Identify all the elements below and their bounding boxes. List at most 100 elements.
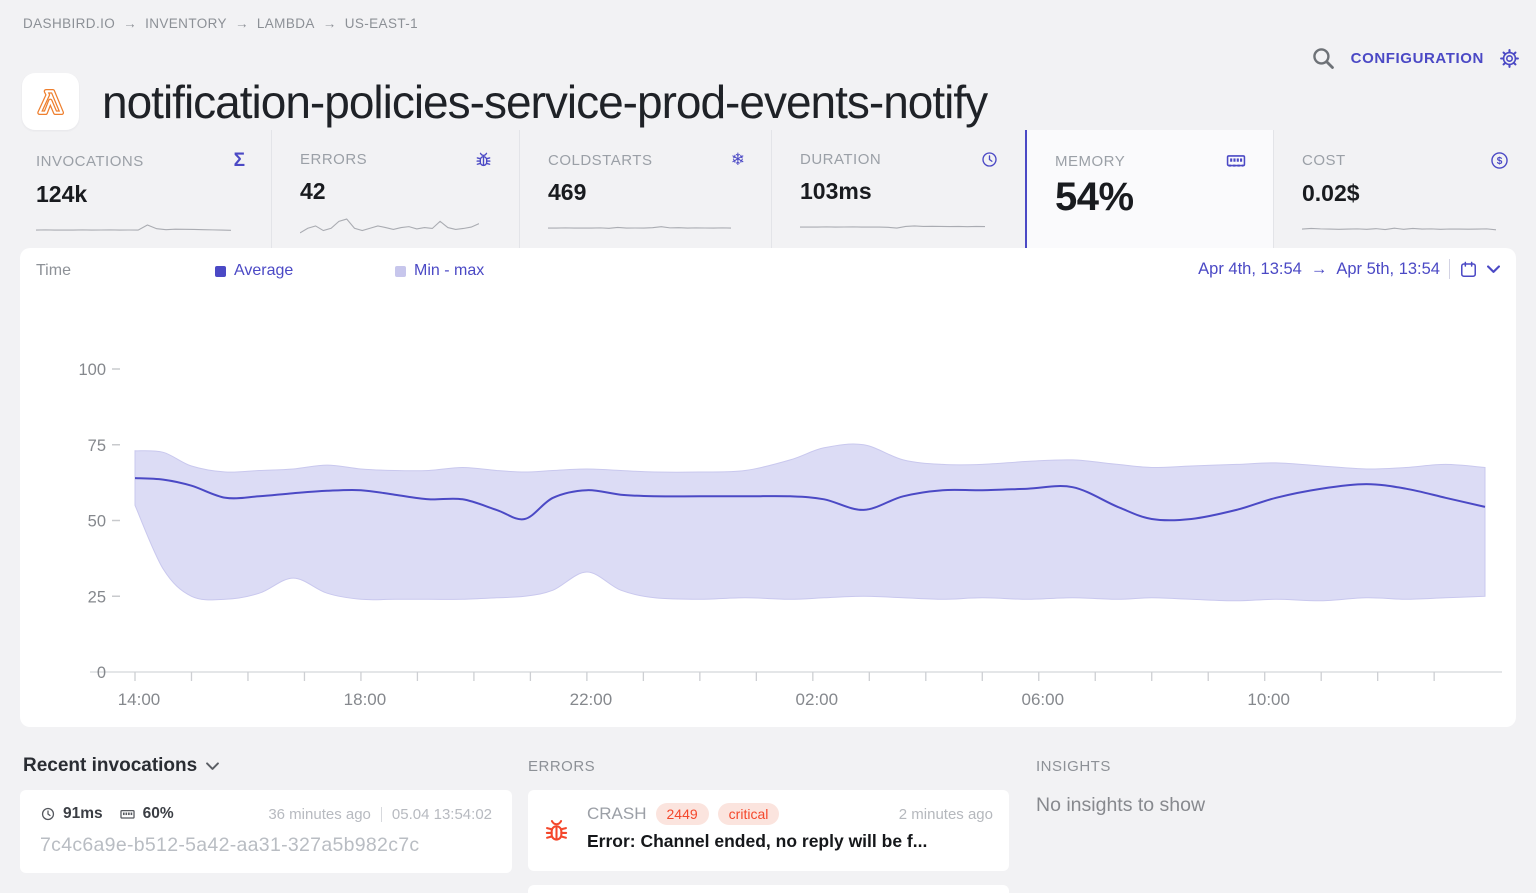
metric-label: ERRORS bbox=[300, 151, 368, 168]
sparkline bbox=[300, 213, 479, 237]
minmax-swatch bbox=[395, 265, 406, 277]
svg-text:0: 0 bbox=[97, 664, 106, 682]
snowflake-icon: ❄ bbox=[730, 150, 745, 169]
invocation-times: 36 minutes ago 05.04 13:54:02 bbox=[268, 806, 492, 823]
svg-text:50: 50 bbox=[88, 513, 106, 531]
metric-card-duration[interactable]: DURATION 103ms bbox=[772, 130, 1025, 248]
bug-icon bbox=[474, 150, 493, 169]
clock-icon bbox=[980, 150, 999, 169]
breadcrumb-separator: → bbox=[123, 16, 138, 31]
memory-chip-icon bbox=[1225, 150, 1247, 172]
metric-value: 42 bbox=[300, 178, 326, 204]
recent-invocations-section: Recent invocations 91ms 60% 36 minutes a… bbox=[20, 755, 512, 873]
invocation-memory: 60% bbox=[119, 805, 174, 823]
chevron-down-icon[interactable] bbox=[1487, 264, 1500, 274]
metric-value: 124k bbox=[36, 181, 88, 207]
average-swatch bbox=[215, 265, 226, 277]
date-range-picker[interactable]: Apr 4th, 13:54 → Apr 5th, 13:54 bbox=[1198, 259, 1500, 279]
svg-text:14:00: 14:00 bbox=[118, 690, 161, 709]
calendar-icon[interactable] bbox=[1459, 260, 1478, 279]
range-arrow: → bbox=[1310, 259, 1328, 278]
breadcrumb-item-region[interactable]: US-EAST-1 bbox=[344, 16, 419, 31]
error-severity-badge: critical bbox=[717, 803, 780, 825]
recent-invocations-dropdown[interactable]: Recent invocations bbox=[23, 755, 512, 777]
svg-text:06:00: 06:00 bbox=[1021, 690, 1064, 709]
errors-section-title: ERRORS bbox=[528, 758, 596, 775]
metric-label: MEMORY bbox=[1055, 152, 1126, 170]
sparkline bbox=[548, 214, 731, 238]
insights-section: INSIGHTS No insights to show bbox=[1036, 758, 1516, 817]
metric-card-coldstarts[interactable]: COLDSTARTS ❄ 469 bbox=[520, 130, 772, 248]
metric-chart-card: Time Average Min - max Apr 4th, 13:54 → … bbox=[20, 248, 1516, 727]
relative-time: 36 minutes ago bbox=[268, 805, 371, 823]
page-title: notification-policies-service-prod-event… bbox=[102, 75, 988, 128]
invocation-duration: 91ms bbox=[40, 805, 103, 823]
timestamp: 05.04 13:54:02 bbox=[391, 805, 492, 823]
error-row[interactable]: CRASH 2449 critical 2 minutes ago Error:… bbox=[528, 790, 1009, 871]
sparkline bbox=[1302, 215, 1496, 239]
legend-minmax-label: Min - max bbox=[414, 262, 485, 279]
chevron-down-icon bbox=[206, 761, 220, 770]
memory-utilisation-chart: 0 25 50 75 100 14:00 18:00 22:00 02:00 06:00 10:00 bbox=[78, 361, 1502, 709]
metric-value: 469 bbox=[548, 179, 587, 205]
errors-section: ERRORS CRASH 2449 critical 2 minutes ago… bbox=[528, 758, 1009, 893]
search-icon[interactable] bbox=[1311, 46, 1336, 71]
svg-text:100: 100 bbox=[78, 361, 106, 379]
title-row: notification-policies-service-prod-event… bbox=[22, 44, 988, 160]
invocation-row[interactable]: 91ms 60% 36 minutes ago 05.04 13:54:02 7… bbox=[20, 790, 512, 873]
error-relative-time: 2 minutes ago bbox=[898, 805, 993, 823]
gear-icon[interactable] bbox=[1499, 48, 1520, 69]
svg-text:02:00: 02:00 bbox=[796, 690, 839, 709]
metric-card-cost[interactable]: COST $ 0.02$ bbox=[1274, 130, 1536, 248]
metric-label: DURATION bbox=[800, 151, 882, 168]
range-start: Apr 4th, 13:54 bbox=[1198, 259, 1302, 278]
insights-empty-message: No insights to show bbox=[1036, 794, 1206, 816]
metric-card-invocations[interactable]: INVOCATIONS Σ 124k bbox=[0, 130, 272, 248]
metric-card-errors[interactable]: ERRORS 42 bbox=[272, 130, 520, 248]
svg-text:25: 25 bbox=[88, 588, 106, 606]
configuration-link[interactable]: CONFIGURATION bbox=[1350, 50, 1484, 67]
legend-average-label: Average bbox=[234, 262, 294, 279]
metric-card-memory[interactable]: MEMORY 54% bbox=[1025, 130, 1274, 248]
error-count-badge: 2449 bbox=[655, 803, 709, 825]
duration-value: 91ms bbox=[63, 805, 103, 822]
breadcrumb-item-lambda[interactable]: LAMBDA bbox=[256, 16, 315, 31]
aws-lambda-icon bbox=[22, 73, 79, 131]
metric-label: INVOCATIONS bbox=[36, 152, 144, 170]
svg-text:18:00: 18:00 bbox=[344, 690, 387, 709]
metric-cards-row: INVOCATIONS Σ 124k ERRORS 42 COLDSTARTS bbox=[0, 130, 1536, 248]
error-type: CRASH bbox=[587, 804, 647, 823]
range-divider bbox=[1449, 259, 1450, 279]
divider bbox=[380, 806, 382, 822]
sparkline bbox=[36, 216, 231, 240]
breadcrumb-item-dashbird[interactable]: DASHBIRD.IO bbox=[23, 16, 116, 31]
svg-text:75: 75 bbox=[88, 437, 106, 455]
sparkline bbox=[800, 213, 985, 237]
metric-value: 54% bbox=[1055, 175, 1134, 219]
breadcrumb-separator: → bbox=[322, 16, 337, 31]
memory-value: 60% bbox=[142, 805, 174, 822]
request-id: 7c4c6a9e-b512-5a42-aa31-327a5b982c7c bbox=[40, 834, 420, 856]
next-error-row-peek bbox=[528, 885, 1009, 893]
time-axis-label: Time bbox=[36, 262, 71, 279]
metric-label: COST bbox=[1302, 152, 1346, 169]
recent-invocations-title: Recent invocations bbox=[23, 755, 198, 776]
dollar-icon: $ bbox=[1489, 150, 1510, 171]
bug-icon bbox=[542, 816, 571, 845]
clock-icon bbox=[40, 806, 56, 822]
memory-chip-icon bbox=[119, 806, 136, 823]
header-actions: CONFIGURATION bbox=[1311, 46, 1520, 71]
sigma-icon: Σ bbox=[233, 150, 245, 171]
breadcrumb-separator: → bbox=[234, 16, 249, 31]
svg-text:22:00: 22:00 bbox=[570, 690, 613, 709]
metric-label: COLDSTARTS bbox=[548, 151, 653, 169]
legend-minmax[interactable]: Min - max bbox=[395, 262, 484, 280]
breadcrumb: DASHBIRD.IO → INVENTORY → LAMBDA → US-EA… bbox=[23, 16, 418, 31]
legend-average[interactable]: Average bbox=[215, 262, 293, 280]
metric-value: 0.02$ bbox=[1302, 180, 1360, 206]
breadcrumb-item-inventory[interactable]: INVENTORY bbox=[145, 16, 227, 31]
svg-text:10:00: 10:00 bbox=[1247, 690, 1290, 709]
insights-section-title: INSIGHTS bbox=[1036, 758, 1111, 775]
metric-value: 103ms bbox=[800, 178, 872, 204]
svg-text:$: $ bbox=[1497, 156, 1503, 167]
